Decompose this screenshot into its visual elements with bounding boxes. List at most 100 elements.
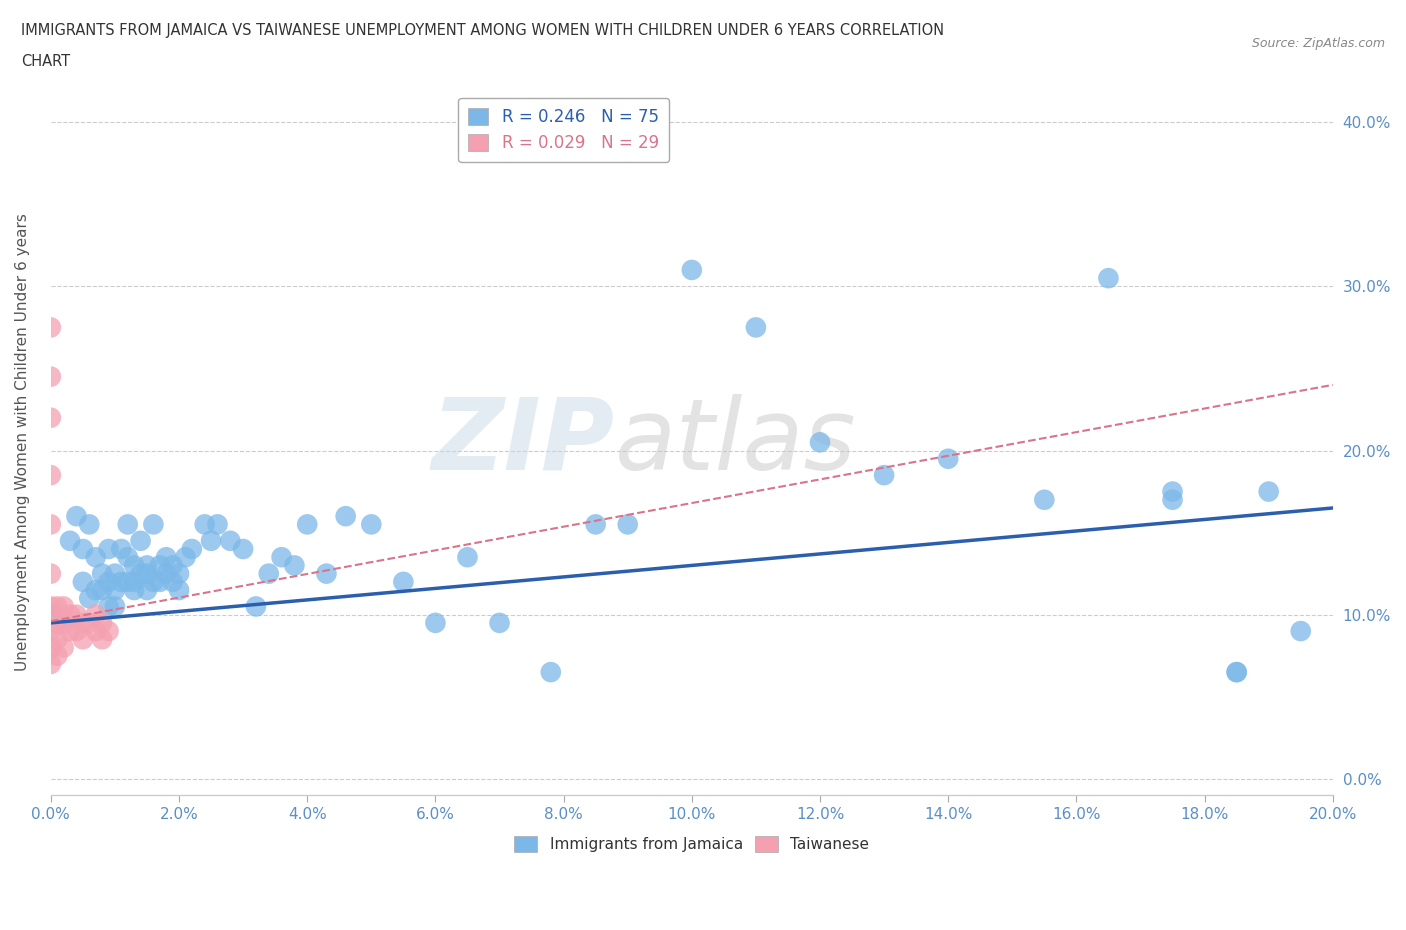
Point	[149, 575, 172, 590]
Point	[39, 410, 62, 425]
Point	[84, 607, 107, 622]
Point	[39, 369, 62, 384]
Point	[1161, 492, 1184, 507]
Point	[194, 517, 217, 532]
Point	[104, 599, 127, 614]
Point	[117, 517, 139, 532]
Point	[91, 631, 114, 646]
Text: ZIP: ZIP	[432, 393, 614, 491]
Point	[97, 599, 120, 614]
Point	[91, 566, 114, 581]
Point	[167, 566, 190, 581]
Point	[360, 517, 382, 532]
Point	[39, 607, 62, 622]
Point	[72, 631, 94, 646]
Point	[65, 509, 87, 524]
Point	[39, 468, 62, 483]
Point	[46, 631, 69, 646]
Legend: Immigrants from Jamaica, Taiwanese: Immigrants from Jamaica, Taiwanese	[509, 830, 876, 858]
Point	[142, 517, 165, 532]
Point	[1257, 485, 1279, 499]
Point	[97, 624, 120, 639]
Point	[59, 607, 82, 622]
Point	[488, 616, 510, 631]
Point	[65, 624, 87, 639]
Point	[79, 517, 101, 532]
Point	[122, 582, 145, 597]
Point	[39, 566, 62, 581]
Point	[79, 616, 101, 631]
Point	[936, 451, 959, 466]
Point	[39, 624, 62, 639]
Point	[110, 575, 132, 590]
Point	[315, 566, 337, 581]
Text: IMMIGRANTS FROM JAMAICA VS TAIWANESE UNEMPLOYMENT AMONG WOMEN WITH CHILDREN UNDE: IMMIGRANTS FROM JAMAICA VS TAIWANESE UNE…	[21, 23, 945, 38]
Point	[219, 534, 242, 549]
Point	[72, 541, 94, 556]
Point	[745, 320, 768, 335]
Point	[79, 591, 101, 605]
Point	[59, 624, 82, 639]
Point	[52, 599, 75, 614]
Point	[155, 550, 177, 565]
Point	[207, 517, 229, 532]
Point	[136, 558, 159, 573]
Point	[97, 541, 120, 556]
Point	[162, 558, 184, 573]
Point	[1033, 492, 1056, 507]
Point	[1226, 665, 1249, 680]
Point	[46, 648, 69, 663]
Point	[232, 541, 254, 556]
Point	[425, 616, 447, 631]
Point	[84, 624, 107, 639]
Point	[129, 566, 152, 581]
Point	[117, 575, 139, 590]
Point	[39, 320, 62, 335]
Point	[585, 517, 607, 532]
Point	[52, 616, 75, 631]
Point	[72, 616, 94, 631]
Point	[616, 517, 638, 532]
Point	[52, 640, 75, 655]
Point	[1289, 624, 1312, 639]
Point	[97, 575, 120, 590]
Point	[283, 558, 305, 573]
Point	[142, 575, 165, 590]
Point	[149, 558, 172, 573]
Point	[91, 582, 114, 597]
Point	[540, 665, 562, 680]
Y-axis label: Unemployment Among Women with Children Under 6 years: Unemployment Among Women with Children U…	[15, 213, 30, 671]
Point	[84, 550, 107, 565]
Text: Source: ZipAtlas.com: Source: ZipAtlas.com	[1251, 37, 1385, 50]
Point	[59, 534, 82, 549]
Point	[174, 550, 197, 565]
Point	[1226, 665, 1249, 680]
Point	[72, 575, 94, 590]
Point	[39, 517, 62, 532]
Point	[335, 509, 357, 524]
Point	[39, 640, 62, 655]
Point	[180, 541, 202, 556]
Point	[162, 575, 184, 590]
Point	[1097, 271, 1119, 286]
Point	[808, 435, 831, 450]
Point	[200, 534, 222, 549]
Point	[270, 550, 292, 565]
Point	[136, 566, 159, 581]
Point	[257, 566, 280, 581]
Point	[136, 582, 159, 597]
Point	[110, 541, 132, 556]
Point	[155, 566, 177, 581]
Point	[91, 616, 114, 631]
Point	[104, 566, 127, 581]
Point	[122, 575, 145, 590]
Point	[167, 582, 190, 597]
Text: atlas: atlas	[614, 393, 856, 491]
Point	[46, 599, 69, 614]
Point	[1161, 485, 1184, 499]
Point	[104, 582, 127, 597]
Point	[681, 262, 703, 277]
Point	[84, 582, 107, 597]
Point	[122, 558, 145, 573]
Point	[39, 599, 62, 614]
